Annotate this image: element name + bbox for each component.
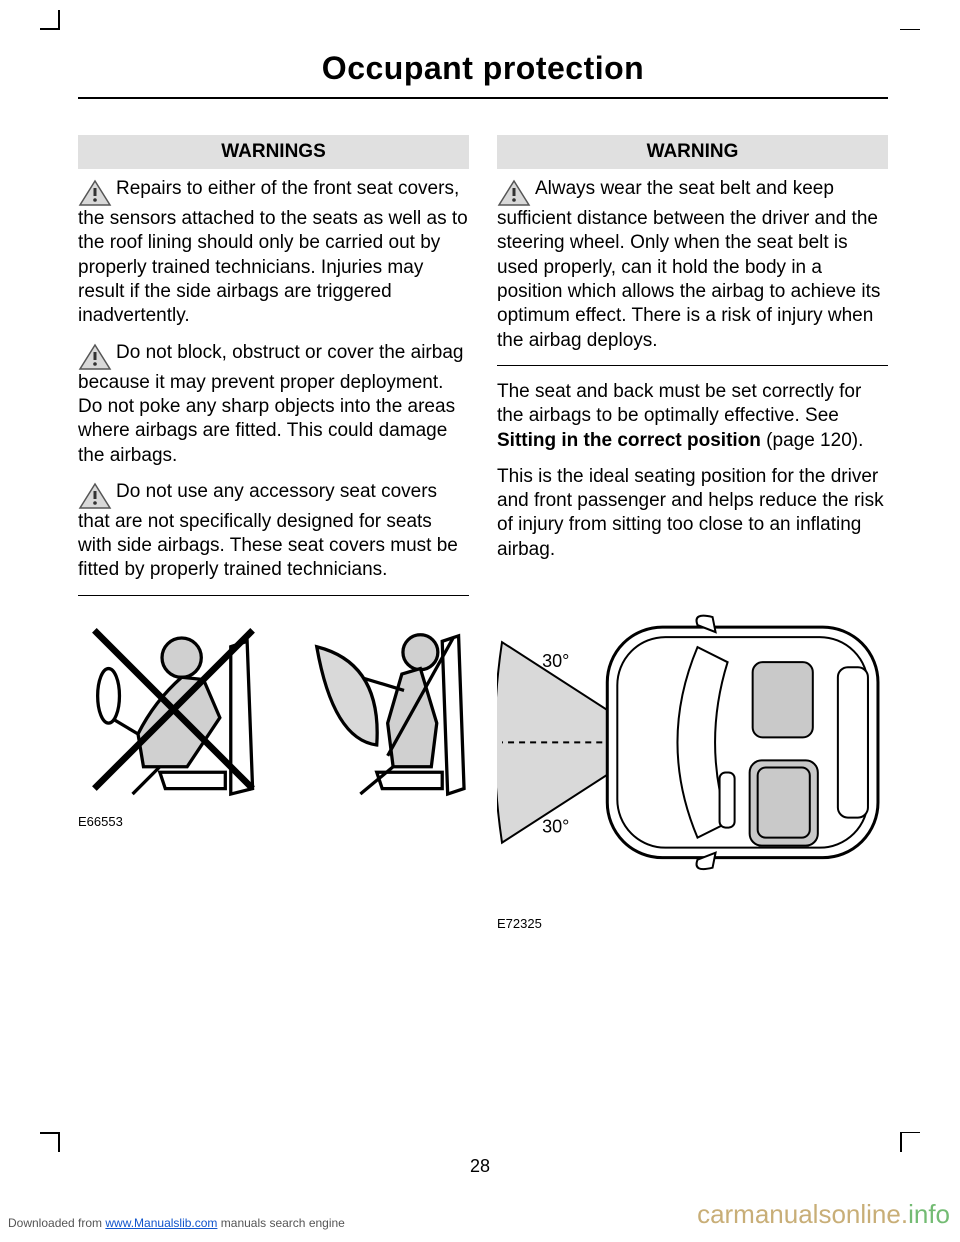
body-text-1c: (page 120).	[761, 430, 863, 451]
page-number: 28	[0, 1156, 960, 1177]
seat-wrong-icon	[78, 614, 264, 800]
warning-heading: WARNING	[497, 135, 888, 169]
divider	[497, 365, 888, 366]
car-angle-figure: 30° 30°	[497, 592, 888, 898]
body-para-1: The seat and back must be set correctly …	[497, 380, 888, 453]
incorrect-seating-figure	[78, 614, 264, 805]
warning-triangle-icon	[78, 482, 112, 510]
warning-triangle-icon	[497, 179, 531, 207]
warnings-heading: WARNINGS	[78, 135, 469, 169]
angle-label-bottom: 30°	[542, 817, 569, 837]
divider	[78, 595, 469, 596]
body-para-2: This is the ideal seating position for t…	[497, 465, 888, 562]
watermark: carmanualsonline.info	[697, 1199, 950, 1230]
figure-caption-left: E66553	[78, 814, 469, 829]
two-column-layout: WARNINGS Repairs to either of the front …	[78, 135, 888, 931]
seat-figures-row	[78, 614, 469, 805]
crop-mark-br	[900, 1132, 920, 1152]
warning-text-2: Do not block, obstruct or cover the airb…	[78, 342, 463, 466]
warning-triangle-icon	[78, 179, 112, 207]
warning-text-right: Always wear the seat belt and keep suffi…	[497, 178, 880, 351]
warning-text-1: Repairs to either of the front seat cove…	[78, 178, 468, 326]
warning-para-2: Do not block, obstruct or cover the airb…	[78, 341, 469, 468]
figure-caption-right: E72325	[497, 916, 888, 931]
footer-link[interactable]: www.Manualslib.com	[105, 1216, 217, 1230]
seat-correct-icon	[284, 614, 470, 800]
watermark-text-b: info	[908, 1199, 950, 1229]
angle-label-top: 30°	[542, 651, 569, 671]
page-title: Occupant protection	[78, 50, 888, 99]
crop-mark-bl	[40, 1132, 60, 1152]
warning-text-3: Do not use any accessory seat covers tha…	[78, 481, 458, 581]
left-column: WARNINGS Repairs to either of the front …	[78, 135, 469, 931]
right-column: WARNING Always wear the seat belt and ke…	[497, 135, 888, 931]
body-text-1b: Sitting in the correct position	[497, 430, 761, 451]
footer-prefix: Downloaded from	[8, 1216, 105, 1230]
crop-mark-tr	[900, 10, 920, 30]
warning-para-1: Repairs to either of the front seat cove…	[78, 177, 469, 329]
warning-para-3: Do not use any accessory seat covers tha…	[78, 480, 469, 583]
warning-para-right: Always wear the seat belt and keep suffi…	[497, 177, 888, 353]
watermark-text-a: carmanualsonline.	[697, 1199, 908, 1229]
warning-triangle-icon	[78, 343, 112, 371]
crop-mark-tl	[40, 10, 60, 30]
footer-suffix: manuals search engine	[217, 1216, 344, 1230]
correct-seating-figure	[284, 614, 470, 805]
body-text-1a: The seat and back must be set correctly …	[497, 381, 861, 426]
page-content: Occupant protection WARNINGS Repairs to …	[0, 0, 960, 931]
car-top-view-icon: 30° 30°	[497, 592, 888, 893]
footer-download: Downloaded from www.Manualslib.com manua…	[8, 1216, 345, 1230]
